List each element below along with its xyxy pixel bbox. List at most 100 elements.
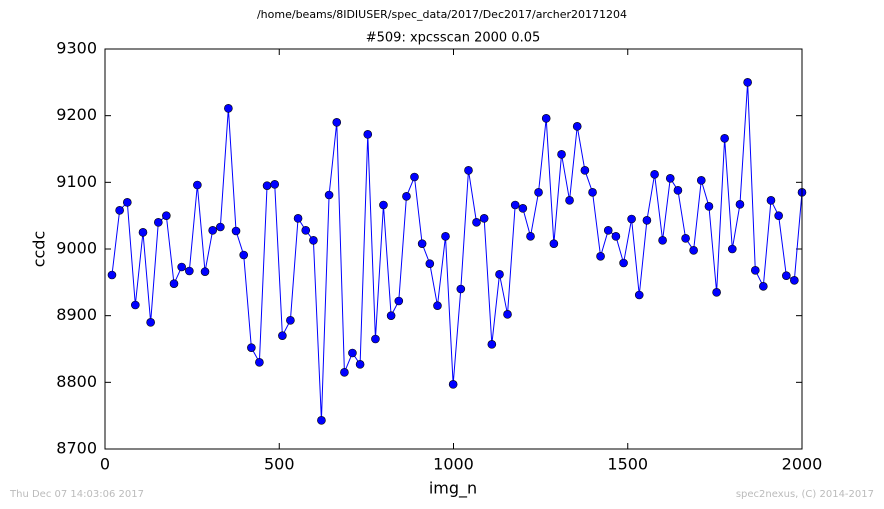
data-point	[549, 239, 559, 248]
data-point	[541, 114, 551, 123]
y-tick-label: 8700	[56, 439, 97, 458]
data-point	[216, 222, 225, 232]
data-point	[495, 270, 504, 279]
data-point	[759, 282, 768, 291]
data-point	[456, 284, 466, 294]
data-point	[704, 202, 714, 211]
data-point	[658, 236, 667, 245]
data-point	[774, 211, 783, 220]
y-tick-label: 9000	[56, 239, 97, 258]
data-point	[348, 348, 357, 358]
data-point	[642, 216, 652, 225]
data-point	[123, 198, 132, 207]
data-point	[627, 214, 636, 224]
data-point	[720, 134, 729, 143]
data-point	[417, 239, 427, 248]
data-point	[363, 130, 373, 139]
data-point	[743, 78, 752, 87]
y-axis-label: ccdc	[30, 231, 49, 268]
data-point	[402, 192, 411, 201]
y-tick-label: 9200	[56, 105, 97, 124]
data-point	[278, 331, 287, 340]
footer-left: Thu Dec 07 14:03:06 2017	[9, 489, 144, 500]
data-point	[790, 276, 799, 285]
data-line	[111, 82, 803, 421]
data-point	[782, 271, 791, 280]
data-point	[169, 279, 179, 288]
suptitle: /home/beams/8IDIUSER/spec_data/2017/Dec2…	[257, 8, 627, 21]
data-point	[371, 334, 380, 344]
data-point	[565, 196, 574, 205]
data-point	[425, 259, 435, 268]
data-point	[518, 204, 528, 213]
footer-right: spec2nexus, (C) 2014-2017	[736, 489, 874, 500]
x-tick-label: 0	[100, 455, 110, 474]
data-point	[689, 246, 698, 255]
data-point	[681, 234, 690, 243]
data-point	[735, 200, 745, 209]
data-point	[557, 150, 566, 159]
data-point	[317, 416, 326, 425]
data-point	[324, 190, 334, 200]
data-point	[394, 296, 404, 306]
data-point	[448, 380, 458, 389]
data-point	[185, 266, 194, 276]
data-point	[766, 196, 776, 205]
data-point	[479, 214, 489, 223]
y-tick-label: 9300	[56, 39, 97, 58]
data-point	[634, 290, 644, 300]
data-point	[193, 180, 202, 190]
data-point	[293, 214, 303, 223]
data-point	[619, 258, 628, 268]
data-point	[611, 232, 621, 241]
data-point	[224, 104, 233, 113]
data-point	[115, 206, 124, 215]
y-tick-label: 8900	[56, 305, 97, 324]
data-point	[379, 200, 388, 210]
x-tick-label: 1500	[607, 455, 648, 474]
data-point	[355, 360, 365, 369]
data-point	[650, 170, 659, 179]
data-point	[712, 288, 721, 297]
data-point	[464, 166, 473, 175]
data-point	[162, 211, 171, 220]
data-point	[255, 358, 264, 367]
chart-title: #509: xpcsscan 2000 0.05	[366, 31, 541, 46]
data-point	[410, 172, 419, 182]
data-point	[534, 188, 543, 197]
data-point	[526, 232, 535, 241]
x-tick-label: 500	[264, 455, 295, 474]
data-point	[107, 270, 117, 280]
plot-frame	[104, 48, 803, 450]
data-point	[472, 218, 481, 227]
x-tick-label: 2000	[782, 455, 823, 474]
data-point	[262, 181, 272, 190]
data-point	[572, 122, 582, 131]
data-point	[146, 318, 155, 327]
data-point	[239, 250, 249, 260]
data-point	[138, 228, 148, 237]
data-point	[177, 262, 186, 272]
data-point	[286, 316, 295, 325]
data-point	[673, 186, 683, 195]
data-point	[580, 166, 590, 175]
data-point	[386, 311, 396, 320]
data-point	[588, 188, 597, 197]
data-point	[751, 266, 760, 275]
data-point	[665, 174, 675, 183]
data-point	[487, 340, 497, 349]
data-point	[208, 226, 217, 235]
data-point	[131, 300, 140, 310]
data-point	[154, 218, 163, 227]
data-point	[510, 200, 520, 210]
y-tick-label: 9100	[56, 172, 97, 191]
data-point	[441, 232, 450, 241]
x-axis-label: img_n	[429, 479, 477, 499]
data-point	[340, 368, 349, 377]
x-tick-label: 1000	[433, 455, 474, 474]
data-point	[332, 118, 342, 127]
data-point	[309, 236, 318, 245]
data-point	[200, 267, 210, 276]
y-tick-label: 8800	[56, 372, 97, 391]
